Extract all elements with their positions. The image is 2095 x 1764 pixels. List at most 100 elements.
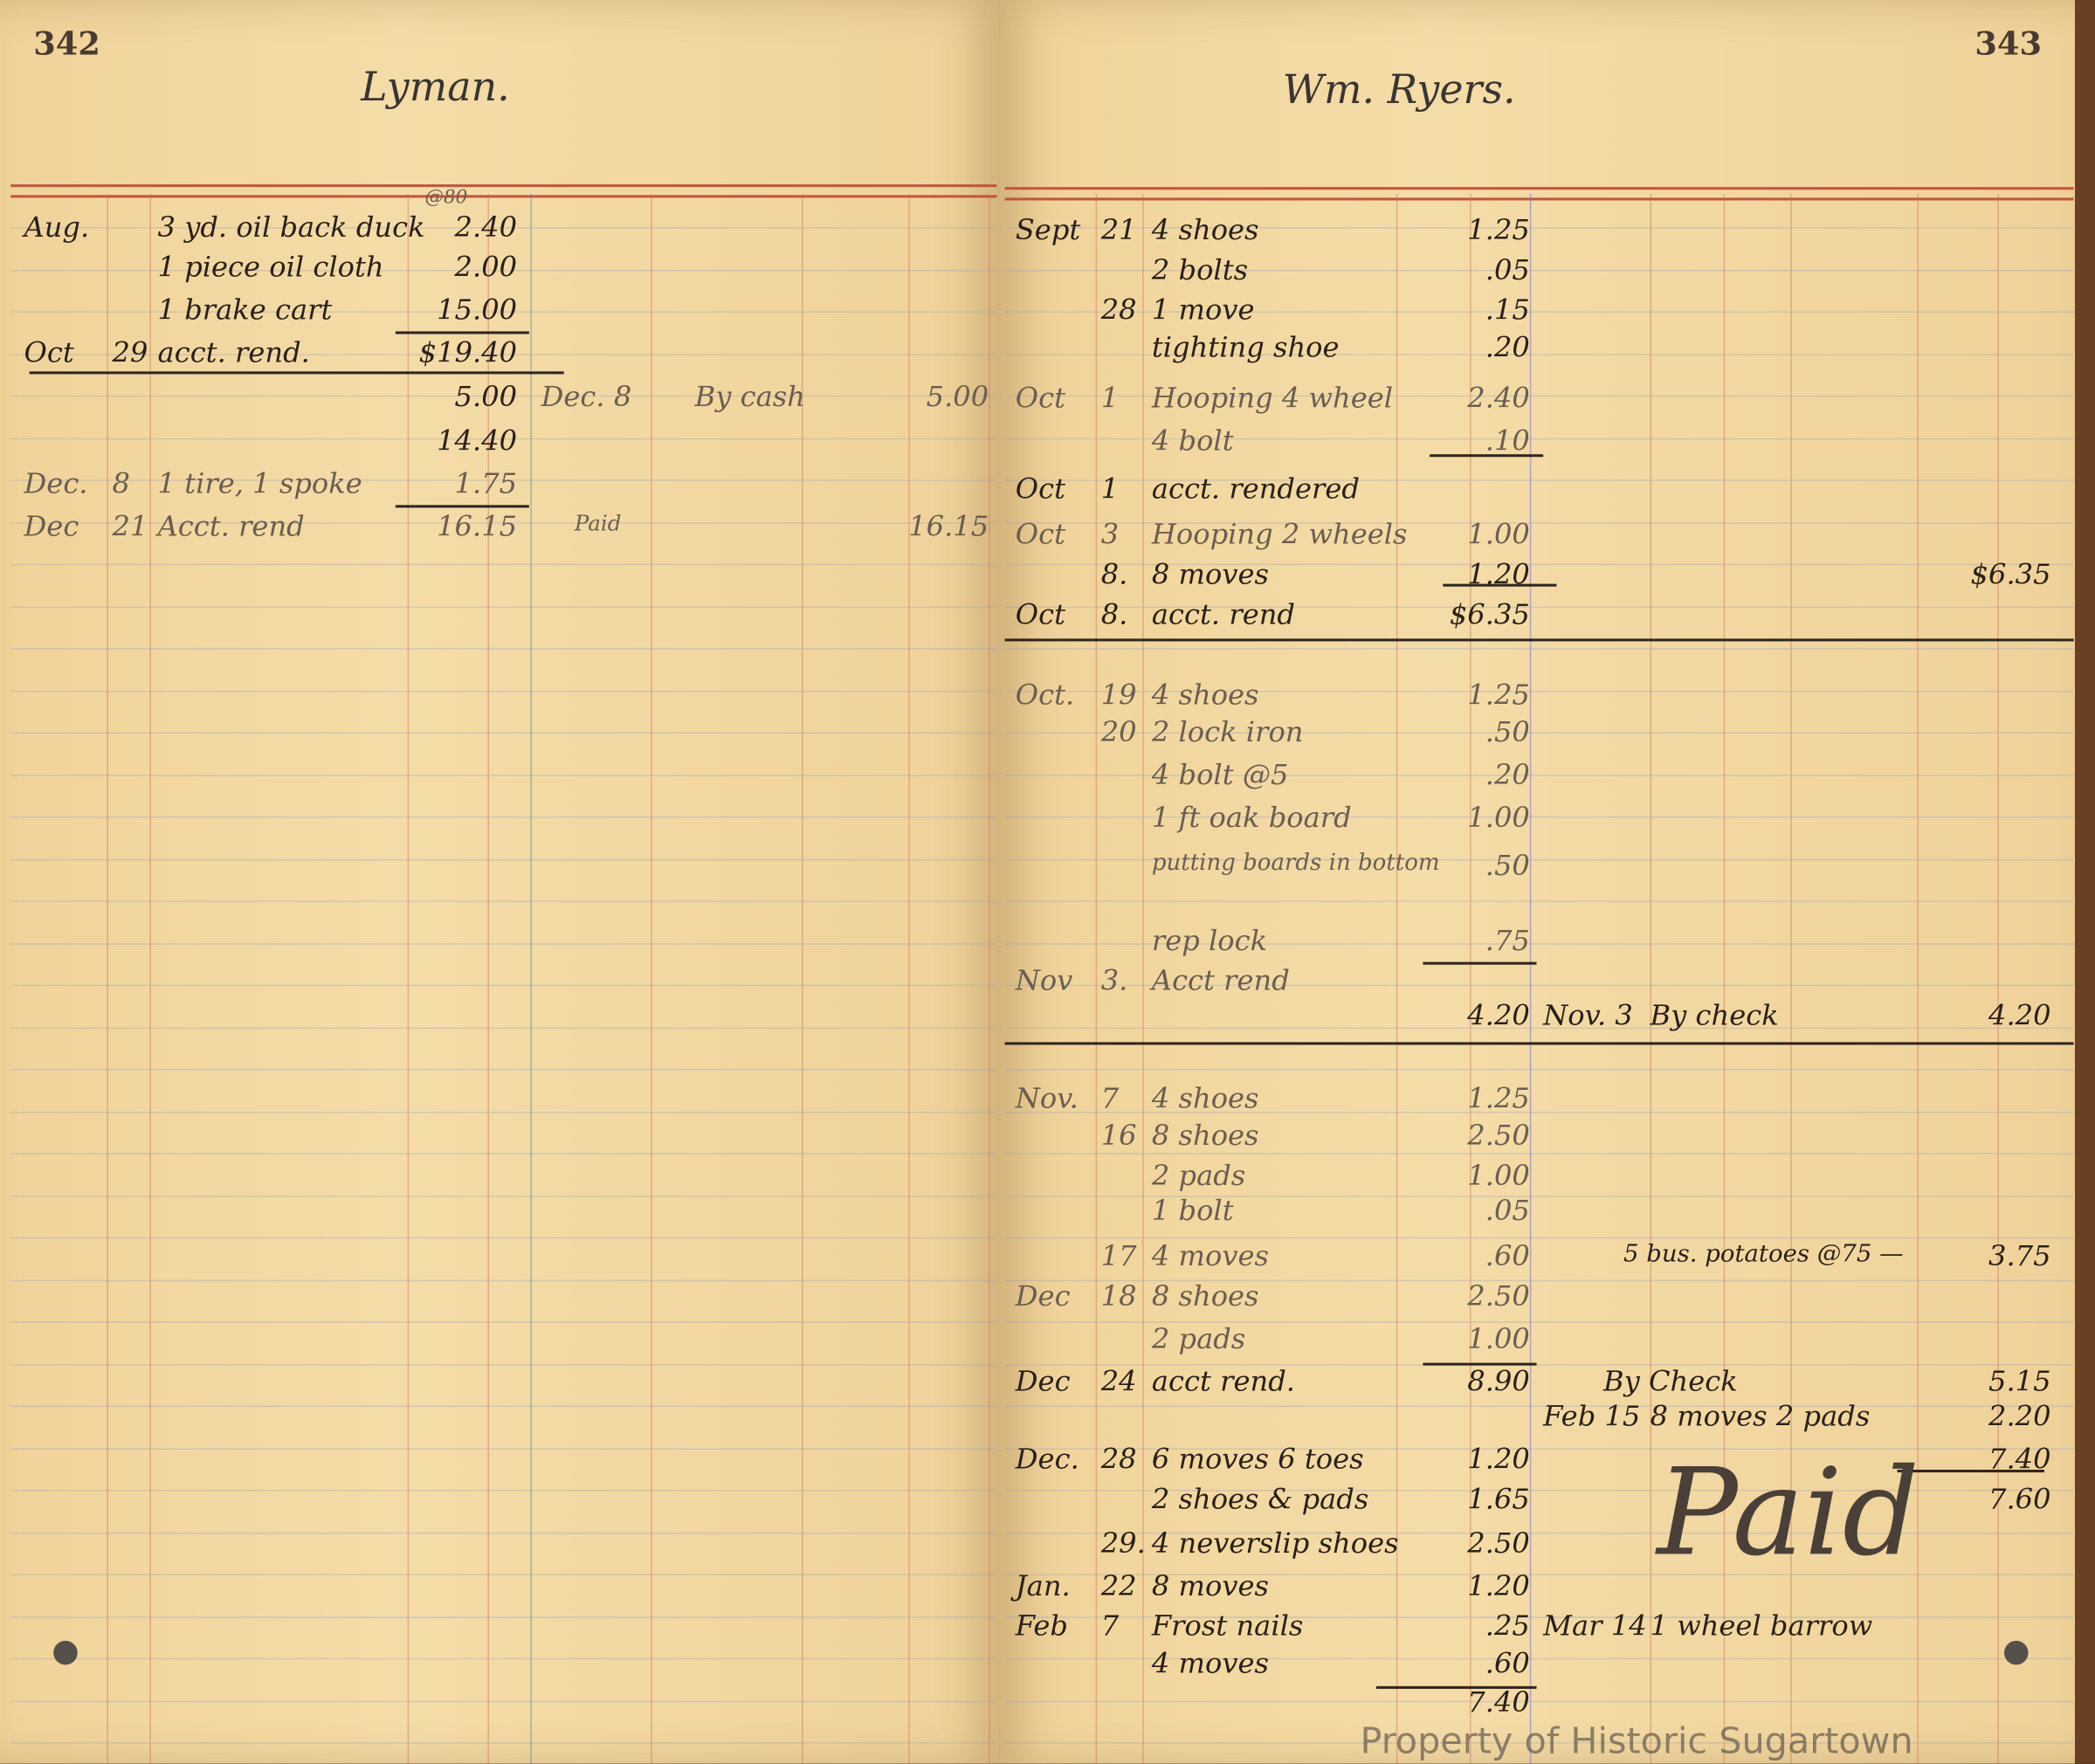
- entry-day: 16: [1100, 1120, 1137, 1152]
- ruled-line: [1004, 1153, 2074, 1154]
- entry-amount: .25: [1485, 1609, 1530, 1643]
- ruled-line: [1004, 690, 2074, 692]
- credit-amount: 7.40: [1988, 1443, 2051, 1476]
- entry-amount: .60: [1485, 1647, 1530, 1680]
- credit-description: By check: [1650, 999, 1779, 1032]
- entry-description: tighting shoe: [1151, 331, 1340, 364]
- entry-description: acct rend.: [1151, 1365, 1296, 1398]
- sum-rule: [1423, 961, 1537, 965]
- entry-description: acct. rend: [1151, 598, 1296, 631]
- entry-date: Dec: [1015, 1365, 1071, 1398]
- sum-rule: [395, 331, 529, 334]
- entry-amount: 1.20: [1467, 1443, 1530, 1476]
- ruled-line: [10, 648, 997, 650]
- entry-day: 1: [1100, 472, 1120, 506]
- entry-amount: 1.00: [1467, 802, 1530, 834]
- credit-description: Paid: [574, 510, 622, 536]
- column-rule: [989, 193, 990, 1764]
- ruled-line: [10, 1069, 997, 1071]
- entry-description: 4 moves: [1151, 1647, 1269, 1680]
- paid-signature: Paid: [1657, 1443, 1919, 1584]
- column-rule: [487, 193, 489, 1764]
- account-name-left: Lyman.: [361, 64, 510, 111]
- sum-rule: [1423, 1362, 1537, 1366]
- column-rule: [1997, 193, 1999, 1764]
- ruled-line: [10, 227, 997, 229]
- left-page: [0, 0, 1000, 1764]
- entry-day: 3: [1100, 518, 1120, 551]
- entry-amount: 2.50: [1467, 1279, 1530, 1313]
- ruled-line: [10, 1447, 997, 1450]
- entry-amount: 14.40: [437, 424, 518, 458]
- ruled-line: [1004, 1111, 2074, 1113]
- header-rule: [10, 195, 997, 198]
- section-rule: [1004, 638, 2074, 642]
- ruled-line: [1004, 942, 2074, 944]
- entry-amount: 1.00: [1467, 518, 1530, 551]
- entry-day: 3.: [1100, 964, 1128, 997]
- header-rule: [10, 184, 997, 188]
- entry-date: Dec: [1015, 1279, 1071, 1313]
- entry-amount: 1.25: [1467, 679, 1530, 711]
- entry-description: Acct rend: [1151, 964, 1290, 997]
- sum-rule: [1443, 583, 1557, 587]
- entry-date: Sept: [1015, 213, 1081, 246]
- entry-description: acct. rend.: [157, 336, 310, 369]
- entry-amount: 2.50: [1467, 1120, 1530, 1152]
- ruled-line: [10, 816, 997, 818]
- entry-description: acct. rendered: [1151, 472, 1360, 506]
- ruled-line: [1004, 1237, 2074, 1239]
- entry-description: Frost nails: [1151, 1609, 1304, 1643]
- entry-description: 8 shoes: [1151, 1120, 1259, 1152]
- entry-description: 3 yd. oil back duck: [157, 210, 425, 244]
- ruled-line: [10, 732, 997, 734]
- column-rule: [530, 193, 532, 1764]
- entry-note: @80: [424, 187, 468, 209]
- ruled-line: [10, 605, 997, 608]
- credit-amount: 5.15: [1988, 1365, 2051, 1398]
- entry-description: 6 moves 6 toes: [1151, 1443, 1364, 1476]
- column-rule: [1396, 193, 1398, 1764]
- column-rule: [908, 193, 910, 1764]
- entry-day: 8.: [1100, 558, 1128, 591]
- ruled-line: [1004, 438, 2074, 439]
- entry-description: Acct. rend: [157, 510, 305, 543]
- entry-date: Aug.: [24, 210, 90, 244]
- entry-description: 1 brake cart: [157, 293, 333, 327]
- ruled-line: [1004, 1405, 2074, 1408]
- entry-amount: 1.20: [1467, 1569, 1530, 1602]
- entry-description: Hooping 4 wheel: [1151, 382, 1394, 415]
- account-name-right: Wm. Ryers.: [1282, 66, 1516, 114]
- header-rule: [1004, 197, 2074, 201]
- ruled-line: [1004, 1657, 2074, 1660]
- entry-date: Jan.: [1015, 1569, 1071, 1602]
- ruled-line: [1004, 1447, 2074, 1450]
- entry-amount: .50: [1485, 850, 1530, 882]
- ruled-line: [1004, 1069, 2074, 1071]
- ruled-line: [10, 521, 997, 523]
- entry-day: 1: [1100, 382, 1120, 415]
- ruled-line: [10, 1574, 997, 1575]
- entry-date: Oct: [24, 336, 74, 369]
- ruled-line: [1004, 900, 2074, 902]
- entry-amount: .15: [1485, 293, 1530, 327]
- entry-description: 4 neverslip shoes: [1151, 1526, 1399, 1560]
- entry-date: Oct: [1015, 598, 1066, 631]
- ruled-line: [10, 479, 997, 481]
- entry-amount: 4.20: [1467, 999, 1530, 1032]
- entry-day: 21: [112, 510, 148, 543]
- ruled-line: [10, 1026, 997, 1029]
- entry-amount: 2.40: [1467, 382, 1530, 415]
- ruled-line: [10, 1363, 997, 1365]
- column-rule: [1095, 193, 1098, 1764]
- entry-description: 1 ft oak board: [1151, 802, 1352, 834]
- entry-amount: 2.40: [454, 210, 518, 244]
- entry-day: 8.: [1100, 598, 1128, 631]
- entry-amount: .10: [1485, 424, 1530, 458]
- sum-rule: [395, 505, 529, 508]
- entry-description: 4 shoes: [1151, 679, 1259, 711]
- ruled-line: [10, 1657, 997, 1660]
- ruled-line: [10, 1321, 997, 1323]
- entry-description: 8 shoes: [1151, 1279, 1259, 1313]
- entry-description: 2 pads: [1151, 1160, 1246, 1192]
